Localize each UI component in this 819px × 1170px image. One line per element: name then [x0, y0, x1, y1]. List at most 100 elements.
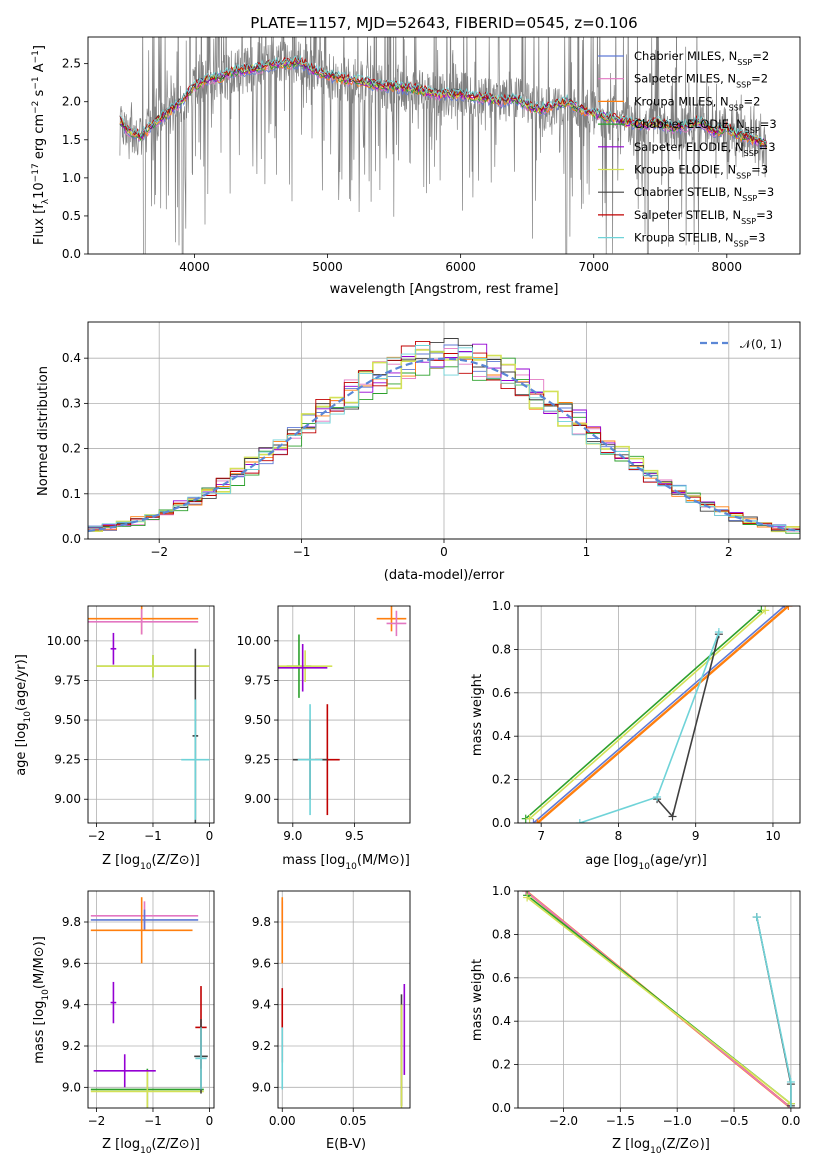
y-tick-label: 9.8 — [252, 915, 271, 929]
legend-label: Salpeter ELODIE, NSSP=3 — [634, 140, 776, 158]
y-tick-label: 9.25 — [54, 753, 81, 767]
y-tick-label: 9.2 — [252, 1039, 271, 1053]
y-tick-label: 1.0 — [492, 884, 511, 898]
x-tick-label: 0.0 — [781, 1114, 800, 1128]
axes-frame — [87, 605, 215, 824]
weight-line-0 — [532, 606, 786, 823]
x-tick-label: −1.5 — [606, 1114, 635, 1128]
x-tick-label: 9 — [692, 829, 700, 843]
chart-title: PLATE=1157, MJD=52643, FIBERID=0545, z=0… — [250, 14, 637, 32]
plot-area — [281, 897, 406, 1108]
y-tick-label: 0.4 — [62, 351, 81, 365]
gaussian-curve — [88, 357, 800, 533]
axes-frame — [277, 605, 411, 824]
x-tick-label: 7000 — [578, 260, 609, 274]
y-tick-label: 0.3 — [62, 396, 81, 410]
panel-mass_vs_ebv: 0.00 0.05 9.0 9.2 9.4 9.6 9.8 — [252, 890, 411, 1128]
x-tick-label: −0.5 — [719, 1114, 748, 1128]
y-axis-label: age [log10(age/yr)] — [14, 654, 33, 776]
y-axis-label: mass weight — [470, 674, 485, 756]
y-tick-label: 9.0 — [62, 1080, 81, 1094]
x-tick-label: 4000 — [179, 260, 210, 274]
plot-area — [90, 897, 208, 1108]
x-tick-label: 0 — [440, 545, 448, 559]
plot-area — [88, 338, 800, 534]
y-tick-label: 9.6 — [252, 956, 271, 970]
legend: Chabrier MILES, NSSP=2 Salpeter MILES, NS… — [598, 49, 777, 248]
y-tick-label: 1.5 — [62, 133, 81, 147]
y-tick-label: 1.0 — [492, 599, 511, 613]
legend-label: Kroupa MILES, NSSP=2 — [634, 94, 760, 112]
y-tick-label: 0.5 — [62, 209, 81, 223]
x-tick-label: 8000 — [712, 260, 743, 274]
axes-frame — [517, 890, 801, 1109]
y-tick-label: 0.0 — [62, 532, 81, 546]
weight-line-3 — [525, 609, 762, 820]
axes-frame — [277, 890, 411, 1109]
legend-label: Salpeter STELIB, NSSP=3 — [634, 208, 773, 226]
y-tick-label: 2.0 — [62, 95, 81, 109]
histogram-7 — [88, 340, 800, 531]
axes-frame — [517, 605, 801, 824]
weight-line-3 — [526, 896, 792, 1105]
plot-area — [521, 606, 793, 823]
y-tick-label: 9.00 — [244, 792, 271, 806]
legend-label: Chabrier ELODIE, NSSP=3 — [634, 117, 777, 135]
x-tick-label: −2 — [88, 829, 106, 843]
x-tick-label: 1 — [583, 545, 591, 559]
y-tick-label: 0.6 — [492, 971, 511, 985]
panel-spectrum: 4000 5000 6000 7000 8000 0.0 0.5 1.0 1.5 2.0 2.5 Ch… — [62, 36, 801, 274]
y-tick-label: 10.00 — [237, 634, 271, 648]
y-tick-label: 0.2 — [62, 442, 81, 456]
y-tick-label: 9.8 — [62, 915, 81, 929]
x-tick-label: 9.5 — [345, 829, 364, 843]
panel-residuals: −2 −1 0 1 2 0.0 0.1 0.2 0.3 0.4 𝒩(0, 1) — [62, 321, 801, 559]
y-tick-label: 0.0 — [492, 816, 511, 830]
y-tick-label: 0.0 — [492, 1101, 511, 1115]
axes-frame — [87, 36, 801, 255]
x-tick-label: 0.05 — [340, 1114, 367, 1128]
x-tick-label: −1.0 — [663, 1114, 692, 1128]
panel-weight_vs_age: 7 8 9 10 0.0 0.2 0.4 0.6 0.8 1.0 — [492, 599, 801, 843]
x-tick-label: 10 — [765, 829, 780, 843]
weight-line-5 — [656, 634, 720, 819]
panel-age_vs_Z: −2 −1 0 9.00 9.25 9.50 9.75 10.00 — [47, 605, 215, 843]
y-tick-label: 0.4 — [492, 1014, 511, 1028]
x-axis-label: Z [log10(Z/Z⊙)] — [612, 1137, 710, 1156]
axes-frame — [87, 890, 215, 1109]
y-axis-label: mass [log10(M/M⊙)] — [32, 936, 51, 1064]
x-tick-label: 6000 — [445, 260, 476, 274]
y-tick-label: 2.5 — [62, 57, 81, 71]
y-axis-label: mass weight — [470, 959, 485, 1041]
y-tick-label: 1.0 — [62, 171, 81, 185]
x-axis-label: Z [log10(Z/Z⊙)] — [102, 1137, 200, 1156]
x-tick-label: −2 — [150, 545, 168, 559]
histogram-6 — [88, 338, 800, 532]
y-tick-label: 9.50 — [244, 713, 271, 727]
y-tick-label: 9.50 — [54, 713, 81, 727]
panel-weight_vs_Z: −2.0 −1.5 −1.0 −0.5 0.0 0.0 0.2 0.4 0.6 0.8 1.0 — [492, 884, 801, 1128]
legend-label: Salpeter MILES, NSSP=2 — [634, 72, 768, 90]
x-tick-label: 7 — [537, 829, 545, 843]
weight-line-5 — [756, 916, 792, 1108]
weight-line-2 — [536, 606, 790, 823]
legend-label: 𝒩(0, 1) — [740, 337, 782, 351]
x-tick-label: 2 — [725, 545, 733, 559]
x-tick-label: −1 — [144, 829, 162, 843]
y-tick-label: 9.00 — [54, 792, 81, 806]
y-axis-label: Flux [fλ10−17 erg cm−2 s−1 A−1] — [31, 45, 51, 245]
legend-label: Chabrier STELIB, NSSP=3 — [634, 185, 774, 203]
x-tick-label: 5000 — [312, 260, 343, 274]
x-axis-label: wavelength [Angstrom, rest frame] — [330, 282, 559, 297]
y-tick-label: 0.8 — [492, 642, 511, 656]
y-tick-label: 9.75 — [54, 673, 81, 687]
legend-label: Kroupa ELODIE, NSSP=3 — [634, 163, 768, 181]
y-axis-label: Normed distribution — [36, 366, 51, 496]
x-tick-label: −1 — [144, 1114, 162, 1128]
x-tick-label: 9.0 — [283, 829, 302, 843]
x-tick-label: −2 — [88, 1114, 106, 1128]
y-tick-label: 9.4 — [62, 998, 81, 1012]
panel-age_vs_mass: 9.0 9.5 9.00 9.25 9.50 9.75 10.00 — [237, 605, 411, 843]
legend-label: Kroupa STELIB, NSSP=3 — [634, 231, 765, 249]
axes-frame — [87, 321, 801, 540]
